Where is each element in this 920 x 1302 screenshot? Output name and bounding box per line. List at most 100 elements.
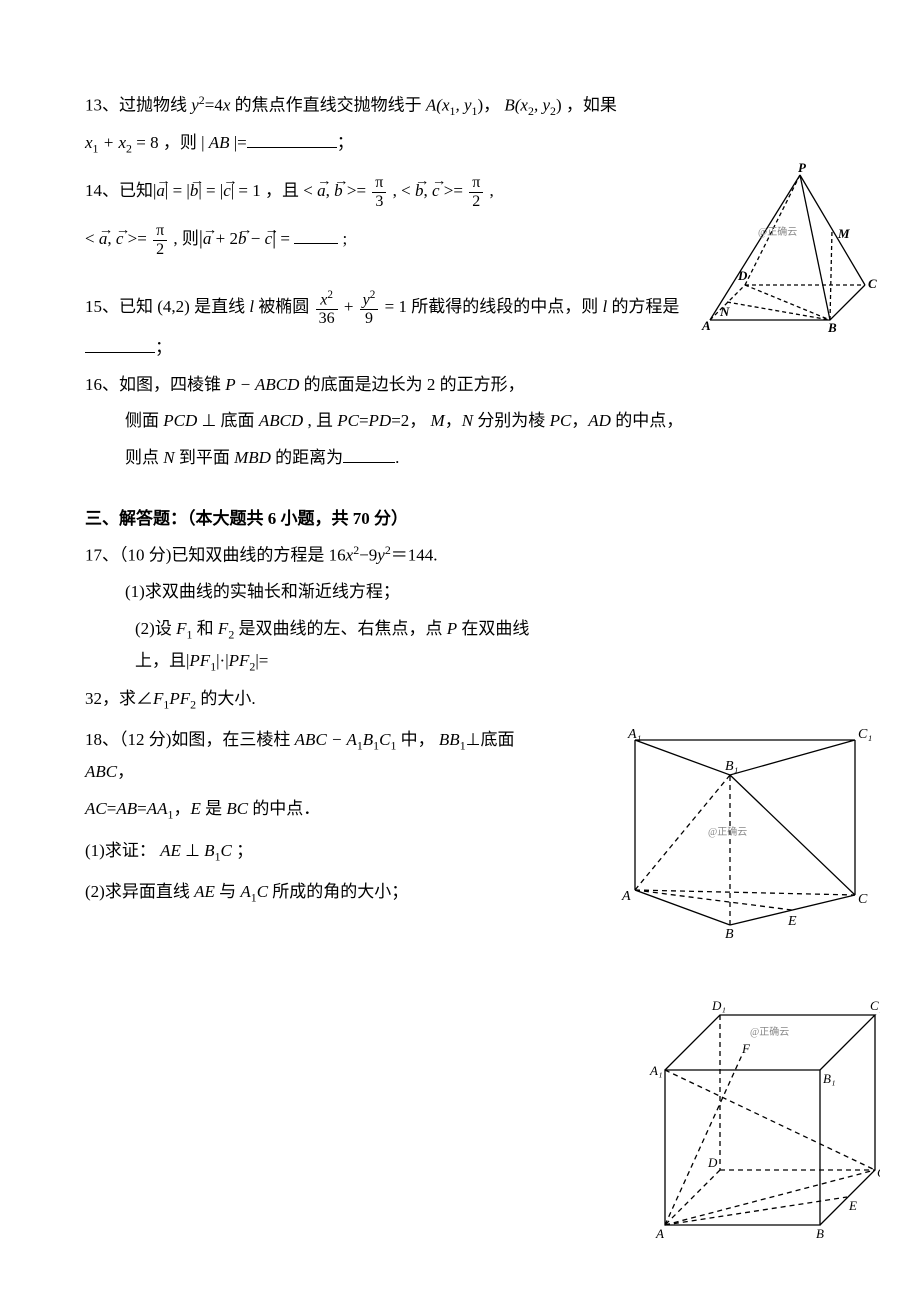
eq: = 1 ，且 < (234, 181, 317, 200)
args: (x (436, 96, 449, 115)
t: 17、（10 分)已知双曲线的方程是 16 (85, 546, 346, 565)
end: . (395, 448, 399, 467)
q18-line2: AC=AB=AA1，E 是 BC 的中点． (85, 794, 835, 826)
AD: AD (588, 411, 611, 430)
y: y (191, 96, 199, 115)
q14-line2: < a, c >= π2 , 则|a + 2b − c| = ; (85, 220, 835, 258)
t: (2)设 (135, 619, 176, 638)
N: N (163, 448, 174, 467)
x: x (85, 133, 93, 152)
frac-y2-9: y29 (360, 289, 379, 328)
mid: 中， (396, 730, 439, 749)
perp: ⊥ (181, 841, 204, 860)
F2: F (218, 619, 228, 638)
lead: 16、如图，四棱锥 (85, 375, 225, 394)
txt: 是双曲线的左、右焦点，点 (234, 619, 447, 638)
P: P (447, 619, 457, 638)
q18-p1: (1)求证： AE ⊥ B1C ； (85, 836, 835, 868)
svg-text:@正确云: @正确云 (750, 1025, 789, 1038)
tail: , 则 (169, 229, 199, 248)
M: M (431, 411, 445, 430)
eq: =2， (391, 411, 430, 430)
AB: AB (209, 133, 230, 152)
q15-line1: 15、已知 (4,2) 是直线 l 被椭圆 x236 + y29 = 1 所截得… (85, 289, 835, 328)
end: ; (338, 229, 347, 248)
svg-text:C: C (858, 892, 868, 907)
svg-text:M: M (837, 226, 850, 241)
eq: = (359, 411, 369, 430)
dot: |·| (216, 651, 228, 670)
q17-lead: 17、（10 分)已知双曲线的方程是 16x2−9y2＝144. (85, 540, 835, 571)
svg-text:B: B (816, 1226, 824, 1241)
mid: , y (534, 96, 550, 115)
frac-pi-2: π2 (469, 174, 483, 210)
t: 所成的角的大小； (268, 882, 408, 901)
A: A (426, 96, 436, 115)
q17-p1: (1)求双曲线的实轴长和渐近线方程； (85, 577, 835, 608)
t: 32，求∠ (85, 689, 153, 708)
figure-cube: A₁ B₁ D₁ C₁ A B C D E F @正确云 (630, 985, 880, 1245)
svg-text:B: B (725, 927, 734, 940)
text: 的焦点作直线交抛物线于 (230, 96, 426, 115)
svg-text:B₁: B₁ (823, 1071, 835, 1086)
PD: PD (369, 411, 392, 430)
section-3-title: 三、解答题：（本大题共 6 小题，共 70 分） (85, 504, 835, 535)
tail: 的方程是 (607, 297, 679, 316)
and: 和 (192, 619, 218, 638)
q17-p2: (2)设 F1 和 F2 是双曲线的左、右焦点，点 P 在双曲线上，且|PF1|… (85, 614, 835, 678)
lead: 15、已知 (4,2) 是直线 (85, 297, 249, 316)
blank (294, 227, 338, 244)
perp: ⊥ 底面 (197, 411, 259, 430)
lead: < (85, 229, 99, 248)
PF: PF (169, 689, 190, 708)
AB: AB (116, 799, 137, 818)
PC: PC (550, 411, 572, 430)
blank (85, 336, 155, 353)
mid: , y (455, 96, 471, 115)
svg-text:F: F (741, 1041, 751, 1056)
vec-c: c (432, 176, 440, 207)
t: (1)求证： (85, 841, 160, 860)
N: N (462, 411, 473, 430)
vec-c: c (116, 224, 124, 255)
svg-text:C: C (868, 276, 877, 291)
comma: ， (483, 96, 504, 115)
text: 13、过抛物线 (85, 96, 191, 115)
q18-p2: (2)求异面直线 AE 与 A1C 所成的角的大小； (85, 877, 835, 909)
mid: , < (388, 181, 415, 200)
mid: 被椭圆 (254, 297, 314, 316)
eq: = 8 (132, 133, 159, 152)
svg-text:D: D (707, 1155, 718, 1170)
svg-text:D: D (737, 268, 748, 283)
and: , 且 (303, 411, 337, 430)
PC: PC (337, 411, 359, 430)
vec-a: a (99, 224, 108, 255)
c: ， (445, 411, 462, 430)
txt: 的中点， (611, 411, 683, 430)
q15-line2: ； (85, 333, 835, 364)
eq: ＝144. (391, 546, 438, 565)
tail: , (485, 181, 494, 200)
eq: = (137, 799, 147, 818)
AC: AC (85, 799, 107, 818)
eq: = 1 所截得的线段的中点，则 (380, 297, 602, 316)
E: E (190, 799, 200, 818)
eq: = (168, 181, 186, 200)
vec-a: a (317, 176, 326, 207)
txt: ，则 | (159, 133, 209, 152)
txt: 的中点． (248, 799, 320, 818)
F1: F (176, 619, 186, 638)
t: 则点 (125, 448, 163, 467)
txt: 的距离为 (271, 448, 343, 467)
ABCD: ABCD (259, 411, 303, 430)
txt: 到平面 (175, 448, 235, 467)
vec-b: b (415, 176, 424, 207)
C: C (221, 841, 232, 860)
svg-text:E: E (787, 914, 797, 929)
ABC: ABC − A (295, 730, 357, 749)
args: (x (515, 96, 528, 115)
q16-line3: 则点 N 到平面 MBD 的距离为. (85, 443, 835, 474)
eq: = (107, 799, 117, 818)
perp: ⊥底面 (466, 730, 515, 749)
q16-line1: 16、如图，四棱锥 P − ABCD 的底面是边长为 2 的正方形， (85, 370, 835, 401)
